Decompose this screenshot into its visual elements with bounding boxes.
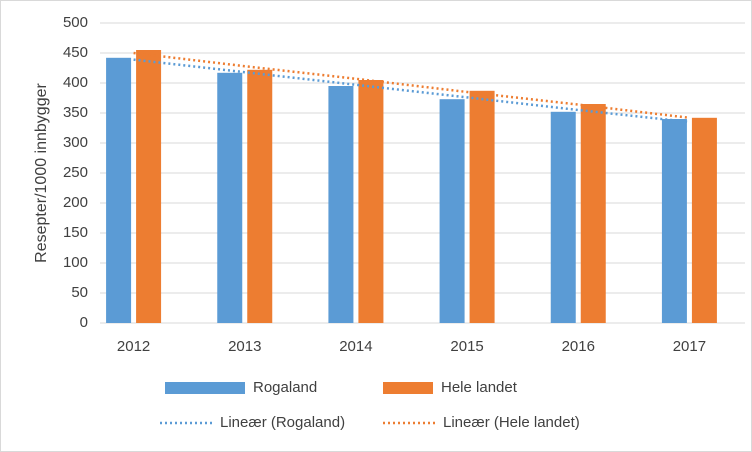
legend-swatch: [383, 382, 433, 394]
bar: [691, 117, 717, 323]
bar: [217, 72, 243, 323]
bar: [550, 111, 576, 323]
bar: [358, 80, 384, 323]
y-tick-label: 500: [63, 14, 88, 31]
y-tick-label: 150: [63, 224, 88, 241]
y-tick-label: 400: [63, 74, 88, 91]
x-tick-label: 2013: [228, 338, 261, 355]
trend-line: [133, 58, 690, 124]
bar: [328, 86, 354, 323]
y-axis-label: Resepter/1000 innbygger: [33, 82, 50, 262]
legend-label: Lineær (Rogaland): [220, 414, 345, 431]
x-tick-label: 2016: [562, 338, 595, 355]
y-tick-label: 300: [63, 134, 88, 151]
y-tick-label: 100: [63, 254, 88, 271]
bar: [136, 50, 162, 323]
x-tick-label: 2015: [450, 338, 483, 355]
y-tick-label: 200: [63, 194, 88, 211]
bar: [469, 90, 495, 323]
x-tick-label: 2014: [339, 338, 372, 355]
x-tick-label: 2017: [673, 338, 706, 355]
y-tick-label: 250: [63, 164, 88, 181]
trend-line: [133, 51, 690, 120]
legend-label: Rogaland: [253, 379, 317, 396]
y-tick-label: 50: [71, 284, 88, 301]
y-tick-label: 0: [80, 314, 88, 331]
bar: [247, 69, 273, 323]
bar: [106, 57, 132, 324]
legend-label: Lineær (Hele landet): [443, 414, 580, 431]
y-tick-label: 350: [63, 104, 88, 121]
legend-label: Hele landet: [441, 379, 518, 396]
bar: [580, 104, 606, 323]
x-tick-label: 2012: [117, 338, 150, 355]
bar: [661, 119, 687, 323]
legend-swatch: [165, 382, 245, 394]
bar: [439, 99, 465, 323]
y-tick-label: 450: [63, 44, 88, 61]
